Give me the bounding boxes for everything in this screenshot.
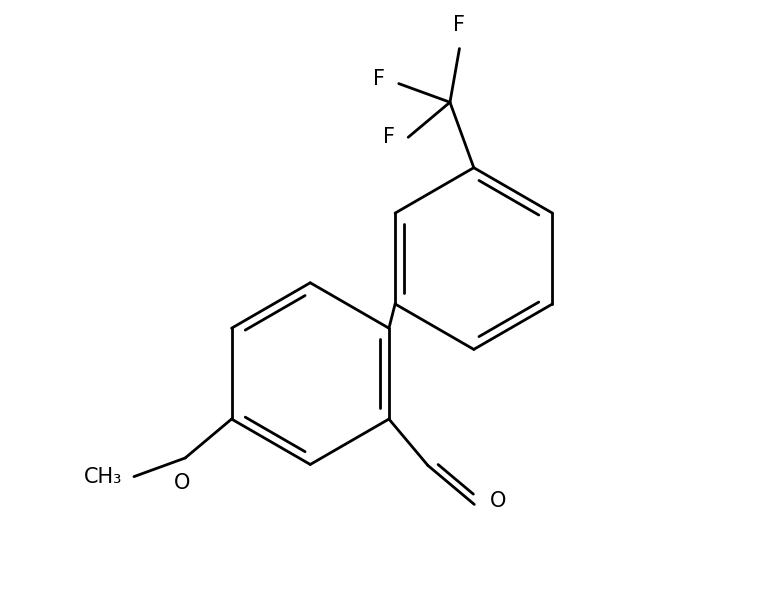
Text: F: F: [373, 69, 385, 89]
Text: CH₃: CH₃: [83, 467, 122, 487]
Text: O: O: [489, 491, 506, 511]
Text: O: O: [174, 473, 191, 493]
Text: F: F: [454, 15, 465, 35]
Text: F: F: [383, 127, 395, 147]
